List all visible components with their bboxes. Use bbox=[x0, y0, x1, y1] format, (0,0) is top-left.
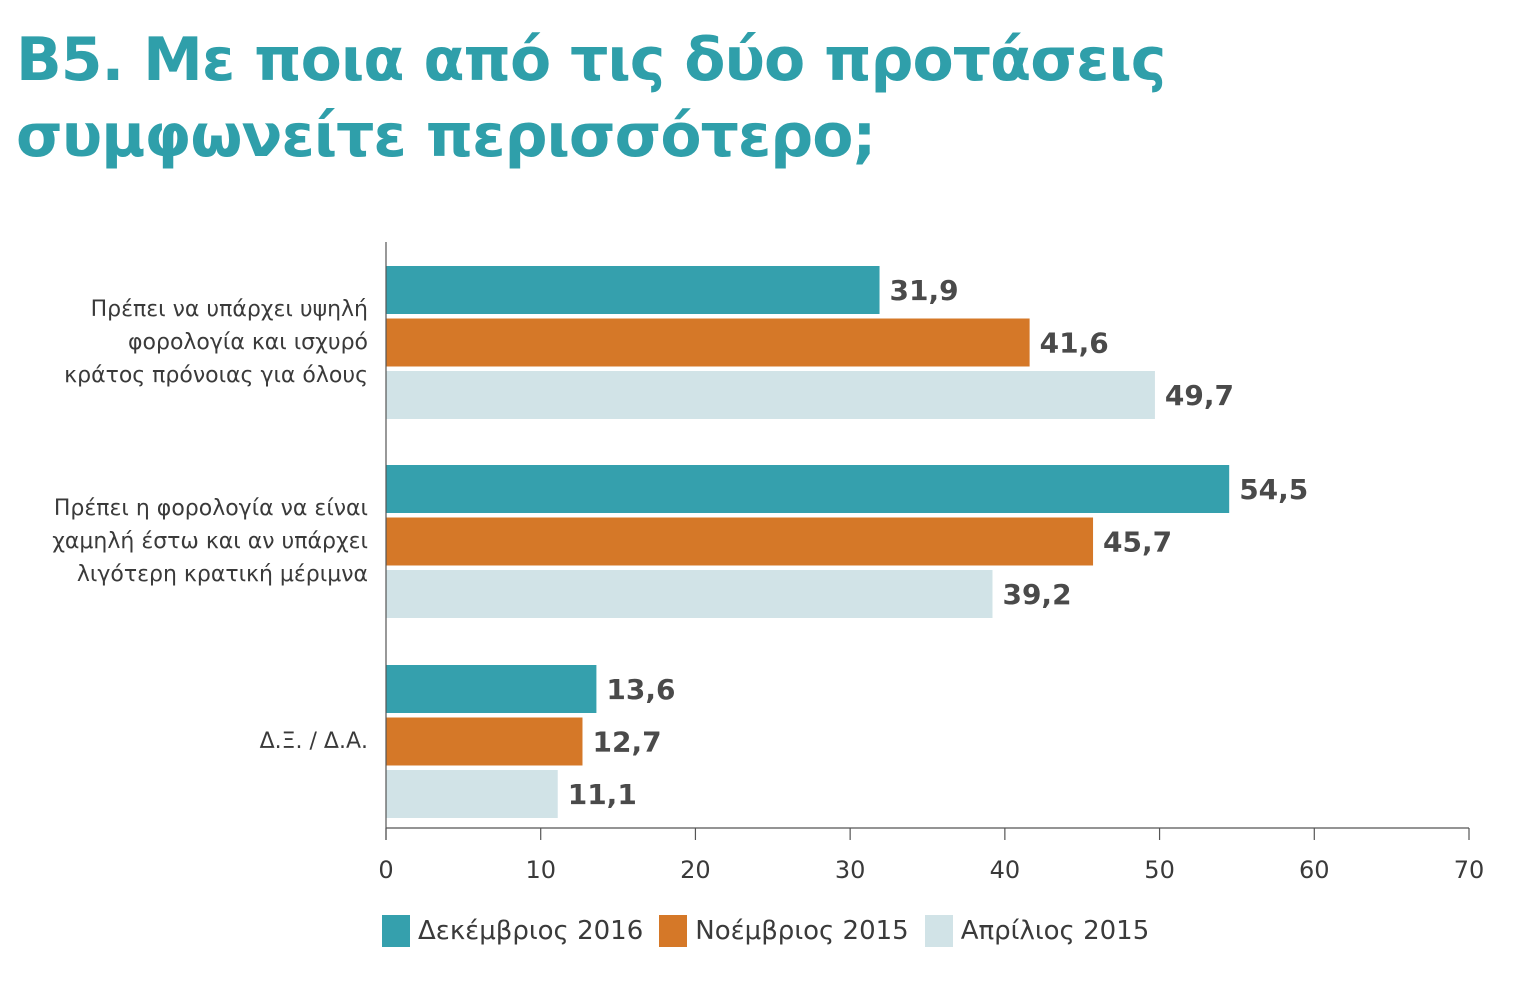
bar bbox=[386, 770, 558, 818]
x-tick-label: 40 bbox=[990, 856, 1021, 884]
data-label: 49,7 bbox=[1165, 379, 1234, 412]
x-tick-label: 50 bbox=[1144, 856, 1175, 884]
bar bbox=[386, 717, 583, 766]
x-tick-label: 0 bbox=[378, 856, 393, 884]
data-label: 45,7 bbox=[1103, 526, 1172, 559]
x-tick-label: 20 bbox=[680, 856, 711, 884]
bar-chart: 31,9 54,5 13,6 41,6 45,7 12,7 49,7 39,2 11,1 0 10 2… bbox=[378, 242, 1485, 884]
x-tick-label: 10 bbox=[525, 856, 556, 884]
category-label-line: λιγότερη κρατική μέριμνα bbox=[76, 562, 368, 587]
bar bbox=[386, 570, 993, 618]
data-label: 31,9 bbox=[890, 274, 959, 307]
category-label-line: φορολογία και ισχυρό bbox=[128, 330, 368, 355]
data-label: 41,6 bbox=[1040, 327, 1109, 360]
category-label: Δ.Ξ. / Δ.Α. bbox=[8, 725, 368, 758]
data-label: 13,6 bbox=[606, 673, 675, 706]
x-tick-label: 60 bbox=[1299, 856, 1330, 884]
legend-label: Νοέμβριος 2015 bbox=[695, 916, 909, 946]
chart-title-line-1: B5. Με ποια από τις δύο προτάσεις bbox=[16, 25, 1166, 95]
bar bbox=[386, 266, 880, 314]
legend-label: Δεκέμβριος 2016 bbox=[418, 916, 644, 946]
chart-title-line-2: συμφωνείτε περισσότερο; bbox=[16, 101, 876, 171]
data-label: 11,1 bbox=[568, 778, 637, 811]
data-label: 54,5 bbox=[1239, 473, 1308, 506]
x-tick-label: 70 bbox=[1454, 856, 1485, 884]
category-label-line: Δ.Ξ. / Δ.Α. bbox=[259, 729, 368, 754]
category-label-line: Πρέπει να υπάρχει υψηλή bbox=[90, 297, 368, 322]
legend-item-apr-2015: Απρίλιος 2015 bbox=[924, 915, 1150, 947]
category-label-line: χαμηλή έστω και αν υπάρχει bbox=[52, 529, 368, 554]
category-label: Πρέπει η φορολογία να είναι χαμηλή έστω κ… bbox=[8, 492, 368, 591]
bar bbox=[386, 371, 1155, 419]
bar bbox=[386, 517, 1094, 566]
category-label-line: Πρέπει η φορολογία να είναι bbox=[53, 496, 368, 521]
x-tick-label: 30 bbox=[835, 856, 866, 884]
chart-title: B5. Με ποια από τις δύο προτάσεις συμφων… bbox=[16, 22, 1166, 174]
legend-swatch bbox=[924, 915, 953, 947]
legend-item-nov-2015: Νοέμβριος 2015 bbox=[659, 915, 909, 947]
category-label: Πρέπει να υπάρχει υψηλή φορολογία και ισχ… bbox=[8, 293, 368, 392]
legend-swatch bbox=[659, 915, 688, 947]
legend-label: Απρίλιος 2015 bbox=[960, 916, 1150, 946]
data-label: 12,7 bbox=[592, 726, 661, 759]
bar bbox=[386, 665, 597, 713]
chart-legend: Δεκέμβριος 2016 Νοέμβριος 2015 Απρίλιος … bbox=[382, 915, 1165, 947]
bar bbox=[386, 318, 1030, 367]
legend-item-dec-2016: Δεκέμβριος 2016 bbox=[382, 915, 643, 947]
bar bbox=[386, 465, 1230, 513]
legend-swatch bbox=[382, 915, 410, 947]
category-label-line: κράτος πρόνοιας για όλους bbox=[64, 363, 368, 388]
data-label: 39,2 bbox=[1002, 578, 1071, 611]
